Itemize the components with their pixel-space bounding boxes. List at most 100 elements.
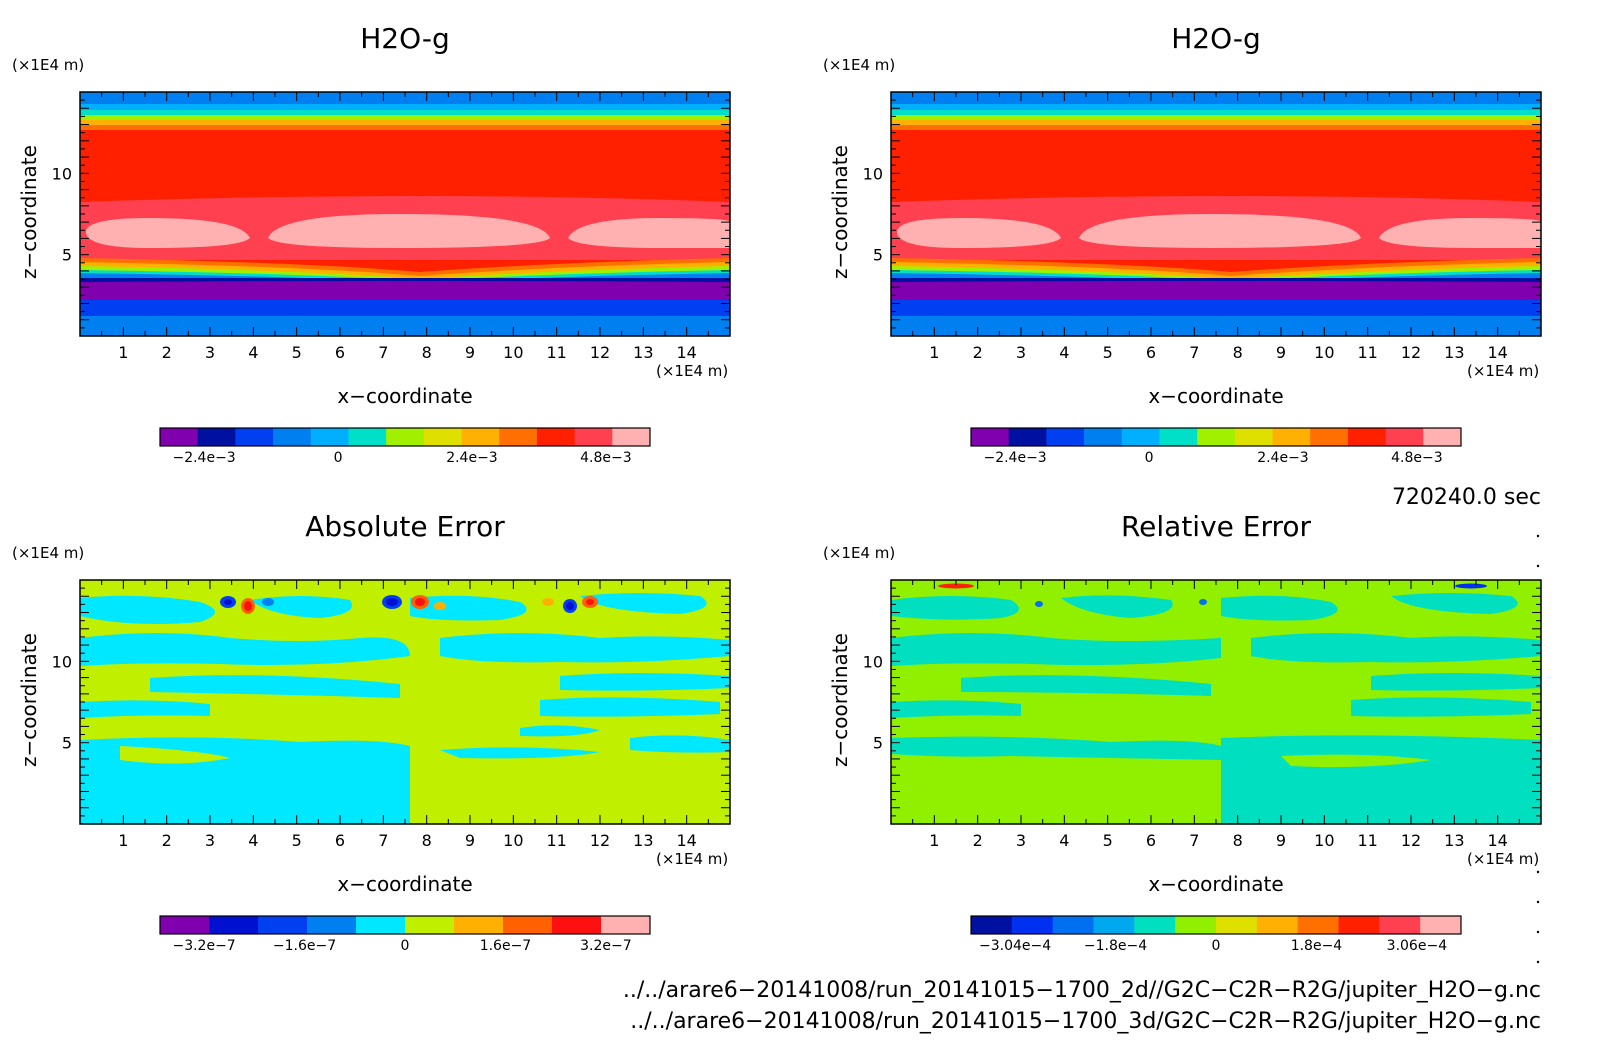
colorbar-swatch [461,428,500,446]
colorbar [970,427,1462,447]
x-tick-label: 11 [1357,343,1377,362]
colorbar-label: 0 [1212,938,1221,954]
panel-title: H2O-g [360,22,450,55]
colorbar-swatch [307,916,357,934]
colorbar-swatch [1159,428,1198,446]
x-tick-label: 5 [292,343,302,362]
x-tick-label: 11 [546,343,566,362]
colorbar-swatch [1423,428,1462,446]
x-tick-label: 9 [1276,343,1286,362]
colorbar-label: −3.04e−4 [979,938,1051,954]
colorbar-swatch [574,428,613,446]
x-tick-label: 4 [248,831,258,850]
colorbar-swatch [160,916,210,934]
colorbar-swatch [348,428,387,446]
colorbar-swatch [1046,428,1085,446]
colorbar-swatch [971,428,1010,446]
x-tick-label: 1 [929,831,939,850]
plot-area [79,579,731,825]
colorbar [159,915,651,935]
x-tick-label: 3 [205,343,215,362]
colorbar-swatch [1310,428,1349,446]
colorbar-label: 2.4e−3 [1257,450,1309,466]
y-axis-label: z−coordinate [828,633,852,767]
colorbar-label: 3.06e−4 [1387,938,1448,954]
plot-area [890,91,1542,337]
y-unit-label: (×1E4 m) [12,544,84,562]
x-axis-label: x−coordinate [337,384,472,408]
plot-area [890,579,1542,825]
y-ticks: 5 10 [863,579,1541,825]
y-unit-label: (×1E4 m) [12,56,84,74]
x-tick-label: 2 [162,343,172,362]
file-path-3d: ../../arare6−20141008/run_20141015−1700_… [630,1009,1541,1034]
x-tick-label: 6 [335,343,345,362]
x-tick-label: 9 [465,831,475,850]
colorbar-label: −2.4e−3 [172,450,235,466]
x-tick-label: 8 [422,831,432,850]
colorbar-frame [970,427,1462,447]
x-tick-label: 11 [546,831,566,850]
x-tick-label: 2 [973,831,983,850]
y-tick-label: 5 [873,246,883,265]
colorbar-swatch [1121,428,1160,446]
colorbar-swatch [160,428,199,446]
y-ticks: 5 10 [863,91,1541,337]
colorbar-swatch [356,916,406,934]
colorbar-swatch [405,916,455,934]
x-tick-label: 5 [1103,343,1113,362]
colorbar-swatch [1008,428,1047,446]
x-tick-label: 6 [335,831,345,850]
x-tick-label: 7 [1189,831,1199,850]
y-unit-label: (×1E4 m) [823,544,895,562]
x-tick-label: 10 [503,343,523,362]
colorbar-swatch [1093,916,1135,934]
colorbar-swatch [1175,916,1217,934]
colorbar-swatch [1385,428,1424,446]
colorbar-swatch [536,428,576,446]
colorbar-label: −2.4e−3 [983,450,1046,466]
x-tick-label: 13 [633,831,653,850]
colorbar-swatch [601,916,651,934]
x-unit-label: (×1E4 m) [1467,850,1539,868]
colorbar-label: 4.8e−3 [580,450,632,466]
y-tick-label: 5 [62,246,72,265]
colorbar-label: −1.6e−7 [273,938,336,954]
colorbar-labels: −2.4e−3 0 2.4e−3 4.8e−3 [983,450,1442,466]
colorbar-swatch [1420,916,1462,934]
y-tick-label: 10 [863,164,883,183]
x-tick-label: 13 [633,343,653,362]
colorbar-label: 2.4e−3 [446,450,498,466]
panel-h2o-right: H2O-g (×1E4 m) z−coordinate [823,22,1542,466]
colorbar-label: 0 [1145,450,1154,466]
colorbar-swatch [1234,428,1274,446]
x-tick-label: 8 [1233,831,1243,850]
colorbar-swatch [499,428,538,446]
colorbar-swatch [1084,428,1123,446]
colorbar-swatch [1011,916,1054,934]
x-tick-label: 13 [1444,831,1464,850]
x-tick-label: 1 [118,831,128,850]
colorbar-swatch [386,428,425,446]
colorbar-swatch [1297,916,1339,934]
x-tick-label: 1 [929,343,939,362]
colorbar-swatch [1347,428,1387,446]
y-axis-label: z−coordinate [828,145,852,279]
x-tick-label: 11 [1357,831,1377,850]
y-tick-label: 5 [62,734,72,753]
colorbar-swatch [1256,916,1299,934]
colorbar-labels: −2.4e−3 0 2.4e−3 4.8e−3 [172,450,631,466]
colorbar-swatch [552,916,602,934]
x-ticks: 1 2 3 4 5 6 7 8 9 10 11 12 13 14 [890,92,1542,362]
x-tick-label: 3 [205,831,215,850]
y-tick-label: 10 [52,164,72,183]
x-tick-label: 4 [248,343,258,362]
x-tick-label: 7 [1189,343,1199,362]
x-tick-label: 12 [590,343,610,362]
x-ticks: 1 2 3 4 5 6 7 8 9 10 11 12 13 14 [79,580,731,850]
colorbar [159,427,651,447]
y-tick-label: 10 [52,652,72,671]
colorbar-label: −1.8e−4 [1084,938,1147,954]
colorbar-swatch [1338,916,1380,934]
x-ticks: 1 2 3 4 5 6 7 8 9 10 11 12 13 14 [79,92,731,362]
